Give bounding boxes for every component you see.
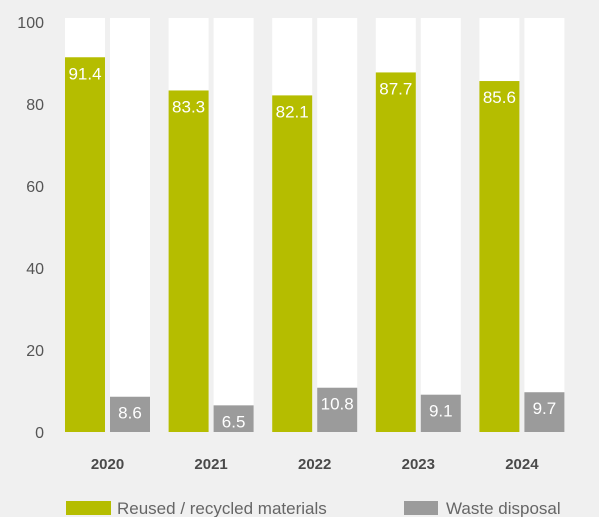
bar-2021-series-1 [168,90,209,432]
x-tick-label: 2022 [298,456,331,473]
y-tick-label: 60 [26,179,44,196]
bar-2023-series-1 [375,72,416,433]
bar-2022-series-1 [272,95,313,432]
bar-2024-series-2 [524,392,565,432]
bar-2022-series-2 [317,387,358,432]
data-label: 9.7 [533,399,557,418]
data-label: 83.3 [172,97,205,116]
legend-swatch-2 [404,501,438,515]
x-tick-label: 2020 [91,456,124,473]
bar-2024-series-1 [479,81,520,432]
legend-label-1: Reused / recycled materials [117,499,327,517]
data-label: 9.1 [429,402,453,421]
bar-2020-series-1 [65,57,105,432]
y-tick-label: 80 [26,97,44,114]
y-tick-label: 100 [17,15,44,32]
bar-2021-series-2 [213,405,254,432]
data-label: 8.6 [118,404,142,423]
bar-2023-series-2 [420,394,461,432]
x-tick-label: 2023 [402,456,435,473]
data-label: 10.8 [321,395,354,414]
bar-2020-series-2 [110,396,150,432]
legend-swatch-1 [66,501,111,515]
legend-label-2: Waste disposal [446,499,561,517]
x-tick-label: 2021 [194,456,227,473]
bar-track [110,18,150,432]
data-label: 6.5 [222,412,246,431]
x-tick-label: 2024 [505,456,539,473]
data-label: 82.1 [276,102,309,121]
y-tick-label: 20 [26,343,44,360]
bar-track [420,18,461,432]
data-label: 85.6 [483,88,516,107]
y-tick-label: 0 [35,425,44,442]
y-tick-label: 40 [26,261,44,278]
bar-track [524,18,565,432]
data-label: 87.7 [379,79,412,98]
data-label: 91.4 [68,64,101,83]
bar-track [317,18,358,432]
bar-track [213,18,254,432]
